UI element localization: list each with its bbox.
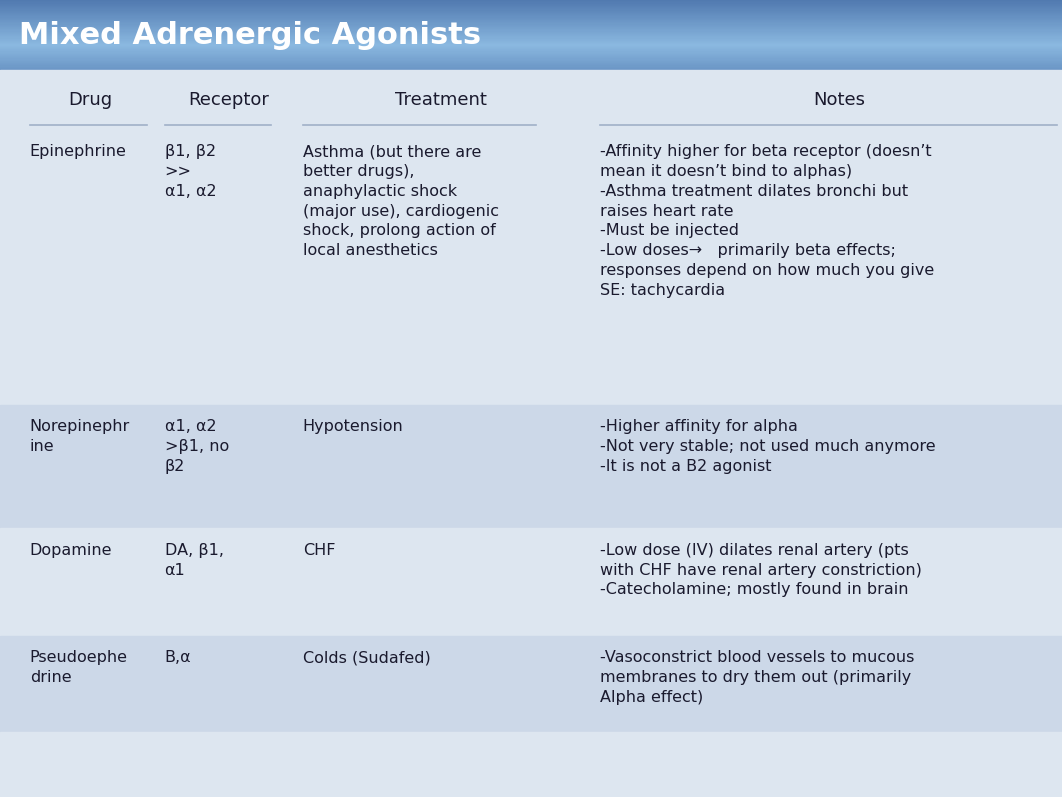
Text: Asthma (but there are
better drugs),
anaphylactic shock
(major use), cardiogenic: Asthma (but there are better drugs), ana… <box>303 144 499 258</box>
Bar <box>0 60 1062 61</box>
Bar <box>0 38 1062 40</box>
Text: Treatment: Treatment <box>395 91 486 109</box>
Text: Epinephrine: Epinephrine <box>30 144 126 159</box>
Bar <box>0 65 1062 67</box>
Bar <box>0 18 1062 20</box>
Bar <box>0 21 1062 22</box>
Bar <box>0 5 1062 6</box>
Bar <box>0 130 1062 405</box>
Bar <box>0 48 1062 49</box>
Bar <box>0 405 1062 528</box>
Bar <box>0 55 1062 56</box>
Bar <box>0 42 1062 43</box>
Bar <box>0 732 1062 797</box>
Text: CHF: CHF <box>303 543 336 558</box>
Text: Receptor: Receptor <box>188 91 269 109</box>
Bar <box>0 25 1062 26</box>
Bar <box>0 22 1062 23</box>
Bar <box>0 30 1062 32</box>
Bar <box>0 636 1062 732</box>
Text: Mixed Adrenergic Agonists: Mixed Adrenergic Agonists <box>19 21 481 49</box>
Bar <box>0 40 1062 41</box>
Bar <box>0 67 1062 68</box>
Bar <box>0 528 1062 636</box>
Bar <box>0 37 1062 38</box>
Bar <box>0 27 1062 28</box>
Bar <box>0 3 1062 5</box>
Bar <box>0 49 1062 50</box>
Text: α1, α2
>β1, no
β2: α1, α2 >β1, no β2 <box>165 419 228 474</box>
Bar <box>0 12 1062 13</box>
Bar <box>0 1 1062 2</box>
Bar <box>0 17 1062 18</box>
Bar <box>0 10 1062 12</box>
Text: Norepinephr
ine: Norepinephr ine <box>30 419 130 454</box>
Bar <box>0 33 1062 34</box>
Text: -Affinity higher for beta receptor (doesn’t
mean it doesn’t bind to alphas)
-Ast: -Affinity higher for beta receptor (does… <box>600 144 935 298</box>
Bar <box>0 35 1062 36</box>
Text: -Vasoconstrict blood vessels to mucous
membranes to dry them out (primarily
Alph: -Vasoconstrict blood vessels to mucous m… <box>600 650 914 705</box>
Bar <box>0 56 1062 57</box>
Bar <box>0 28 1062 29</box>
Bar <box>0 53 1062 55</box>
Bar <box>0 58 1062 60</box>
Text: B,α: B,α <box>165 650 191 665</box>
Bar <box>0 29 1062 30</box>
Bar <box>0 34 1062 35</box>
Bar <box>0 69 1062 70</box>
Bar <box>0 41 1062 42</box>
Text: Pseudoephe
drine: Pseudoephe drine <box>30 650 127 685</box>
Text: Dopamine: Dopamine <box>30 543 113 558</box>
Text: Hypotension: Hypotension <box>303 419 404 434</box>
Bar <box>0 6 1062 7</box>
Bar <box>0 23 1062 25</box>
Text: -Low dose (IV) dilates renal artery (pts
with CHF have renal artery constriction: -Low dose (IV) dilates renal artery (pts… <box>600 543 922 598</box>
Text: Notes: Notes <box>813 91 864 109</box>
Bar <box>0 62 1062 63</box>
Bar <box>0 52 1062 53</box>
Bar <box>0 57 1062 58</box>
Bar <box>0 8 1062 10</box>
Bar <box>0 20 1062 21</box>
Text: -Higher affinity for alpha
-Not very stable; not used much anymore
-It is not a : -Higher affinity for alpha -Not very sta… <box>600 419 936 474</box>
Bar <box>0 26 1062 27</box>
Bar <box>0 63 1062 65</box>
Text: Drug: Drug <box>68 91 113 109</box>
Bar <box>0 7 1062 8</box>
Bar <box>0 50 1062 52</box>
Bar <box>0 15 1062 17</box>
Bar <box>0 61 1062 62</box>
Text: β1, β2
>>
α1, α2: β1, β2 >> α1, α2 <box>165 144 217 199</box>
Bar <box>0 47 1062 48</box>
Text: DA, β1,
α1: DA, β1, α1 <box>165 543 224 578</box>
Bar <box>0 14 1062 15</box>
Bar <box>0 36 1062 37</box>
Bar <box>0 0 1062 1</box>
Text: Colds (Sudafed): Colds (Sudafed) <box>303 650 430 665</box>
Bar <box>0 68 1062 69</box>
Bar <box>0 43 1062 45</box>
Bar <box>0 32 1062 33</box>
Bar <box>0 70 1062 130</box>
Bar <box>0 45 1062 47</box>
Bar <box>0 13 1062 14</box>
Bar <box>0 2 1062 3</box>
